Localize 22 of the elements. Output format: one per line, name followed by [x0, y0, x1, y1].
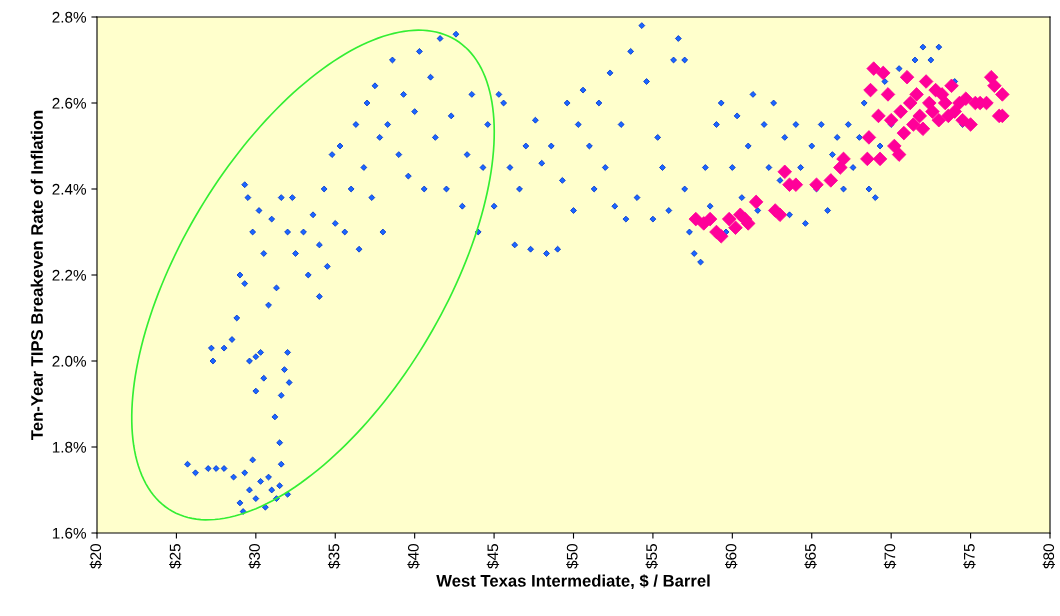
- x-tick-label: $70: [883, 544, 897, 569]
- y-tick-label: 1.6%: [52, 527, 87, 539]
- x-tick-label: $50: [566, 544, 579, 569]
- x-tick-label: $40: [407, 544, 420, 569]
- x-axis-title: West Texas Intermediate, $ / Barrel: [436, 574, 710, 590]
- x-tick-label: $65: [804, 544, 817, 569]
- y-tick-label: 2.8%: [52, 11, 87, 23]
- y-tick-label: 2.2%: [52, 269, 87, 281]
- y-tick-label: 2.6%: [52, 97, 87, 109]
- x-tick-label: $60: [724, 544, 738, 569]
- y-tick-label: 2.4%: [52, 183, 87, 195]
- x-tick-label: $80: [1042, 544, 1056, 569]
- x-tick-label: $75: [963, 544, 976, 569]
- x-tick-label: $35: [327, 544, 341, 569]
- x-tick-label: $30: [248, 544, 261, 569]
- x-tick-label: $45: [486, 544, 500, 569]
- x-tick-label: $55: [645, 544, 658, 569]
- x-tick-label: $20: [89, 544, 103, 569]
- y-axis-title: Ten-Year TIPS Breakeven Rate of Inflation: [30, 110, 43, 440]
- y-tick-label: 2.0%: [52, 355, 87, 367]
- y-tick-label: 1.8%: [52, 441, 87, 453]
- x-tick-label: $25: [169, 544, 182, 569]
